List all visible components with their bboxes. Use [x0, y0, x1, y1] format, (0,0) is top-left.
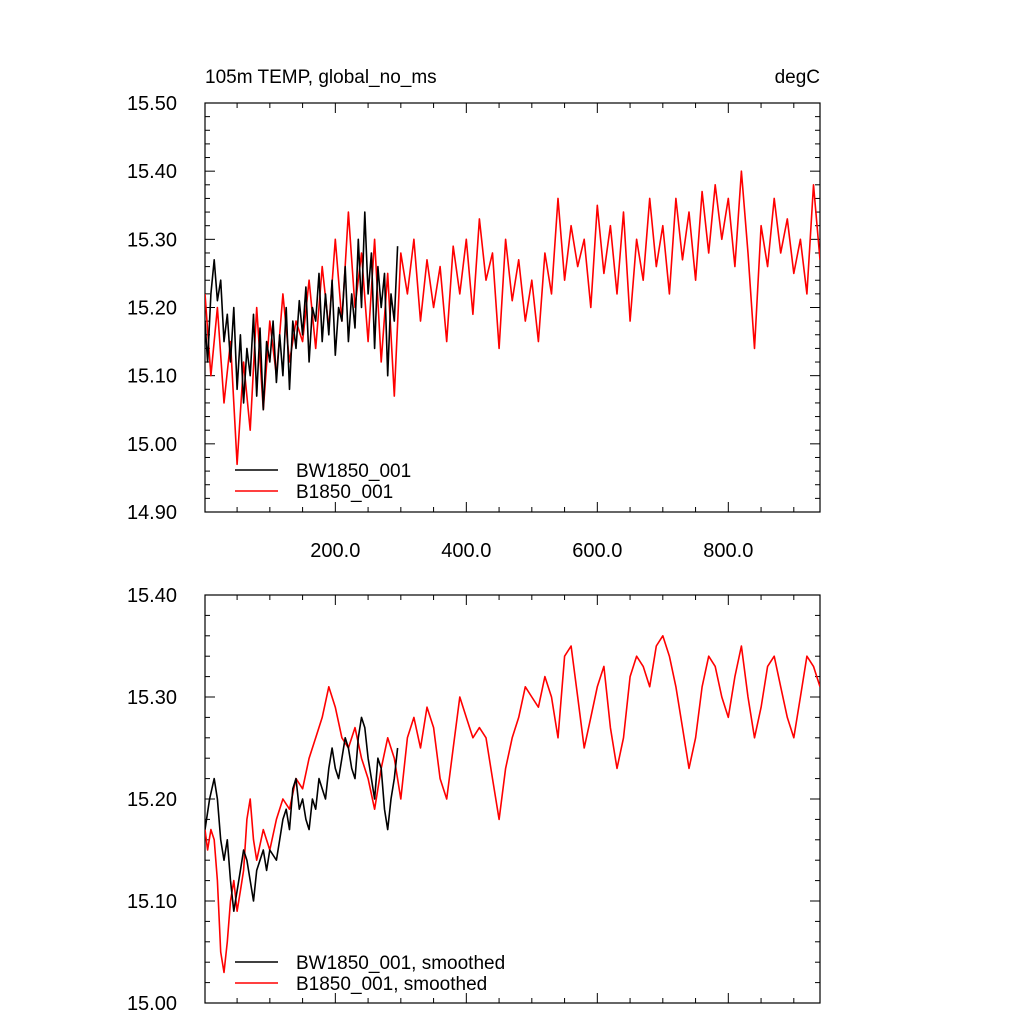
legend-label: B1850_001 — [296, 482, 393, 503]
y-tick-label: 15.50 — [127, 93, 177, 115]
y-tick-label: 15.20 — [127, 789, 177, 811]
plot-frame — [204, 594, 821, 1004]
y-tick-label: 15.10 — [127, 366, 177, 388]
series-line-b1850-001 — [205, 170, 820, 466]
legend-label: BW1850_001, smoothed — [296, 953, 505, 974]
series-line-bw1850-001 — [205, 211, 399, 411]
units-label: degC — [775, 67, 820, 88]
series-line-bw1850-001-smoothed — [205, 716, 399, 913]
y-tick-label: 15.10 — [127, 891, 177, 913]
y-tick-label: 14.90 — [127, 502, 177, 524]
y-tick-label: 15.40 — [127, 161, 177, 183]
bottom-plot: 15.00 15.10 15.20 15.30 15.40 BW1850_001, smo… — [127, 585, 821, 1015]
top-plot: 14.90 15.00 15.10 15.20 15.30 15.40 15.50 200.0… — [127, 67, 821, 562]
series-line-b1850-001-smoothed — [205, 634, 820, 974]
chart-title: 105m TEMP, global_no_ms — [205, 67, 437, 88]
y-tick-label: 15.00 — [127, 434, 177, 456]
x-tick-label: 400.0 — [441, 540, 491, 562]
plot-frame — [204, 102, 821, 513]
y-tick-label: 15.20 — [127, 298, 177, 320]
y-tick-label: 15.40 — [127, 585, 177, 607]
legend-label: B1850_001, smoothed — [296, 974, 487, 995]
y-tick-label: 15.30 — [127, 687, 177, 709]
y-tick-label: 15.00 — [127, 993, 177, 1015]
y-tick-label: 15.30 — [127, 229, 177, 251]
x-tick-label: 200.0 — [310, 540, 360, 562]
legend-label: BW1850_001 — [296, 461, 411, 482]
x-tick-label: 600.0 — [572, 540, 622, 562]
x-tick-label: 800.0 — [703, 540, 753, 562]
